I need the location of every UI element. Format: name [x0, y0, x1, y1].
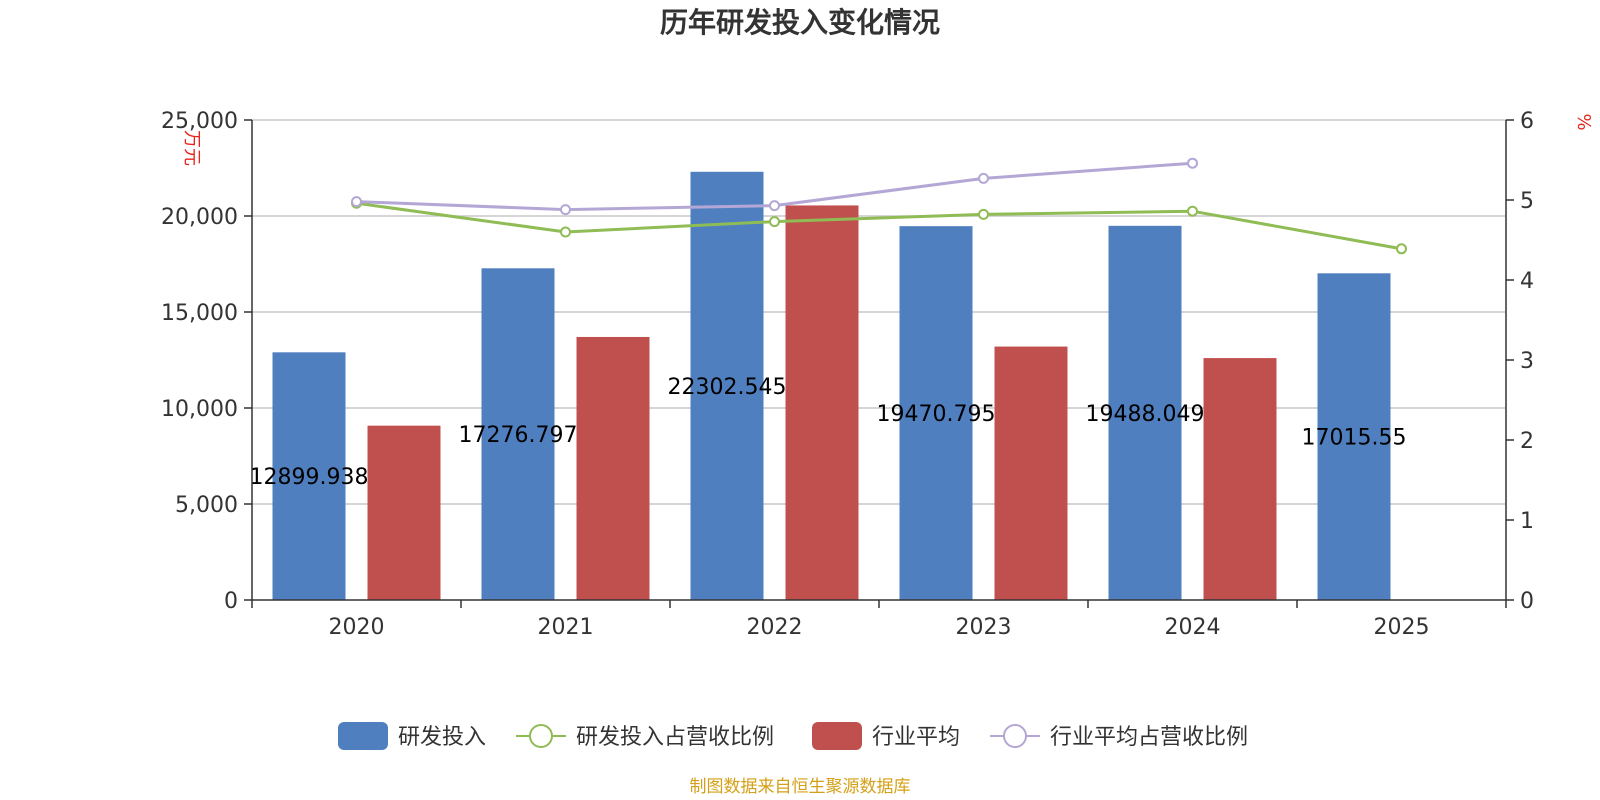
left-axis-tick-label: 25,000 — [161, 109, 238, 134]
x-axis-tick-label: 2025 — [1374, 615, 1430, 640]
right-axis-tick-label: 2 — [1520, 429, 1534, 454]
x-axis-tick-label: 2021 — [538, 615, 594, 640]
x-axis-tick-label: 2020 — [329, 615, 385, 640]
series-line — [356, 201, 1402, 251]
right-axis-tick-label: 4 — [1520, 269, 1534, 294]
left-axis-tick-label: 15,000 — [161, 301, 238, 326]
right-axis-tick-label: 0 — [1520, 589, 1534, 614]
legend: 研发投入 研发投入占营收比例 行业平均 行业平均占营收比例 — [338, 722, 1248, 750]
left-axis-tick-label: 0 — [224, 589, 238, 614]
lines — [351, 157, 1407, 255]
legend-label: 研发投入 — [398, 725, 486, 750]
grid-lines — [252, 119, 1506, 505]
series-point — [351, 196, 362, 208]
bar — [1203, 358, 1277, 600]
bar-data-label: 17015.55 — [1302, 426, 1407, 451]
right-axis-tick-label: 5 — [1520, 189, 1534, 214]
bar — [690, 171, 764, 600]
legend-label: 研发投入占营收比例 — [576, 725, 774, 750]
bar — [576, 336, 650, 600]
legend-label: 行业平均占营收比例 — [1050, 725, 1248, 750]
series-point — [560, 204, 571, 216]
series-point — [1187, 157, 1198, 169]
right-axis-tick-label: 1 — [1520, 509, 1534, 534]
bars — [272, 171, 1391, 600]
data-source-note: 制图数据来自恒生聚源数据库 — [690, 777, 911, 797]
bar-data-label: 22302.545 — [668, 375, 787, 400]
x-axis-tick-label: 2024 — [1165, 615, 1221, 640]
chart-title: 历年研发投入变化情况 — [660, 6, 940, 39]
series-point — [978, 208, 989, 220]
bar — [785, 205, 859, 600]
x-axis-tick-label: 2023 — [956, 615, 1012, 640]
bar-data-label: 12899.938 — [250, 465, 369, 490]
bar — [1317, 273, 1391, 600]
bar — [367, 425, 441, 600]
legend-swatch — [529, 724, 553, 748]
series-point — [769, 200, 780, 212]
series-point — [1187, 205, 1198, 217]
bar-labels: 12899.938 17276.797 22302.545 19470.795 1948… — [250, 375, 1407, 490]
bar-data-label: 17276.797 — [459, 423, 578, 448]
series-point — [1396, 243, 1407, 255]
axes: 0 5,000 10,000 15,000 20,000 25,000 0 1 2 3 4 5 6 202… — [161, 109, 1534, 640]
bar — [994, 346, 1068, 600]
left-axis-tick-label: 10,000 — [161, 397, 238, 422]
left-axis-tick-label: 20,000 — [161, 205, 238, 230]
bar — [272, 352, 346, 600]
bar — [1108, 225, 1182, 600]
left-axis-unit: 万元 — [181, 130, 202, 166]
series-point — [769, 216, 780, 228]
left-axis-tick-label: 5,000 — [175, 493, 238, 518]
legend-swatch — [338, 722, 388, 750]
right-axis-tick-label: 3 — [1520, 349, 1534, 374]
series-point — [978, 172, 989, 184]
x-axis-tick-label: 2022 — [747, 615, 803, 640]
series-point — [560, 226, 571, 238]
bar-data-label: 19488.049 — [1086, 402, 1205, 427]
legend-swatch — [812, 722, 862, 750]
bar-data-label: 19470.795 — [877, 402, 996, 427]
legend-swatch — [1003, 724, 1027, 748]
right-axis-unit: % — [1573, 113, 1594, 130]
right-axis-tick-label: 6 — [1520, 109, 1534, 134]
bar — [481, 268, 555, 600]
legend-label: 行业平均 — [872, 725, 960, 750]
bar — [899, 226, 973, 600]
